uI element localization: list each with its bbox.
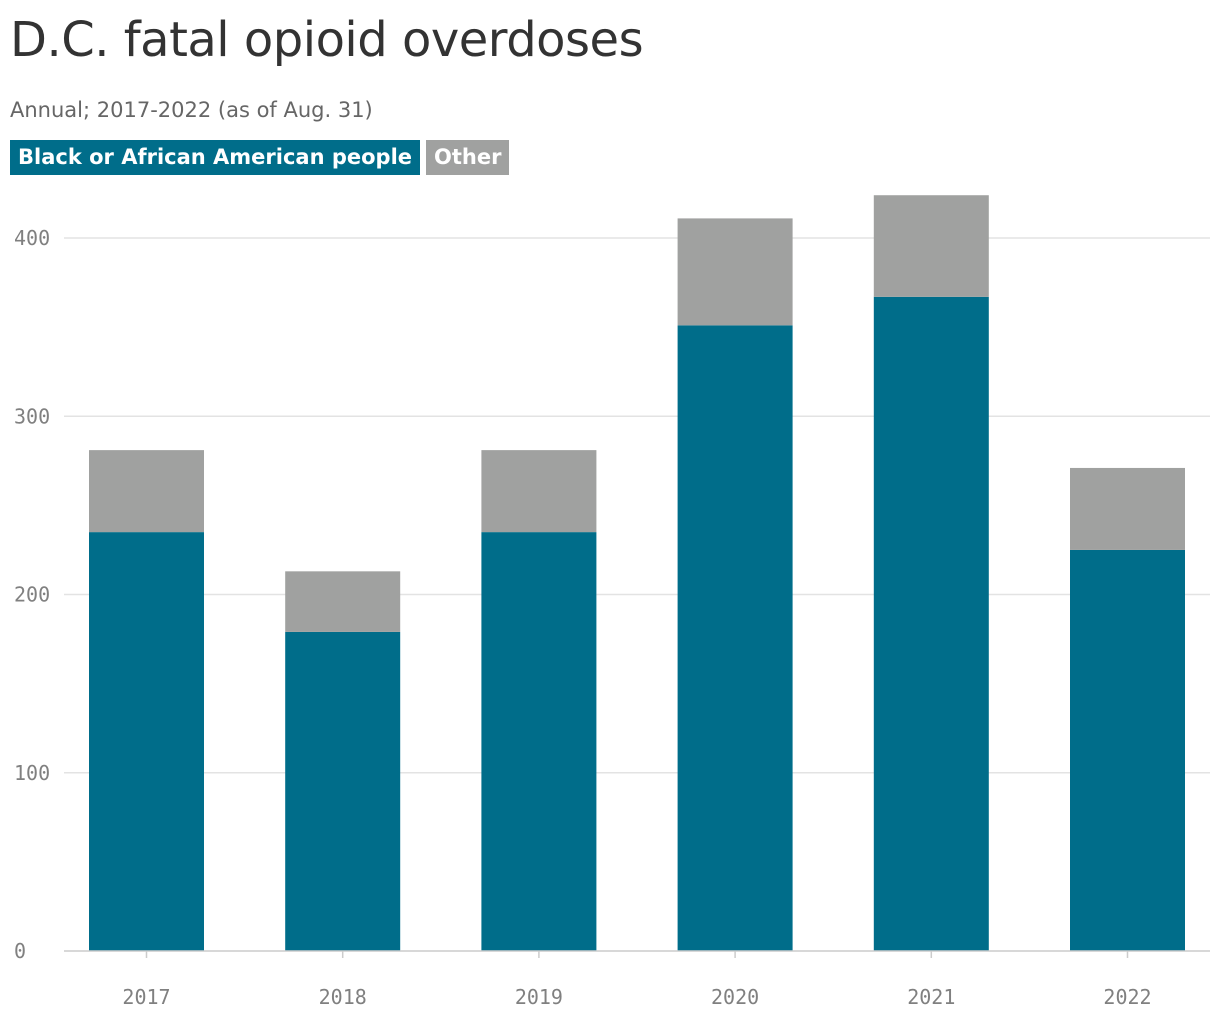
bar-other bbox=[481, 450, 597, 533]
y-tick-label: 400 bbox=[14, 226, 50, 250]
x-tick-label: 2022 bbox=[1103, 985, 1151, 1009]
bar-black bbox=[481, 532, 597, 951]
bar-black bbox=[677, 325, 793, 951]
x-tick-label: 2020 bbox=[711, 985, 759, 1009]
y-tick-label: 0 bbox=[14, 939, 26, 963]
y-tick-label: 200 bbox=[14, 583, 50, 607]
bar-black bbox=[1070, 549, 1185, 951]
bar-other bbox=[285, 571, 401, 632]
x-tick-label: 2017 bbox=[122, 985, 170, 1009]
legend-item-other: Other bbox=[426, 140, 510, 175]
y-tick-label: 300 bbox=[14, 404, 50, 428]
legend: Black or African American people Other bbox=[10, 140, 510, 175]
chart-subtitle: Annual; 2017-2022 (as of Aug. 31) bbox=[10, 98, 373, 122]
bar-other bbox=[677, 218, 793, 326]
bar-black bbox=[285, 631, 401, 951]
x-tick-label: 2018 bbox=[319, 985, 367, 1009]
bar-other bbox=[89, 450, 204, 533]
legend-item-black: Black or African American people bbox=[10, 140, 421, 175]
chart-title: D.C. fatal opioid overdoses bbox=[10, 12, 644, 68]
y-tick-label: 100 bbox=[14, 761, 50, 785]
x-tick-label: 2021 bbox=[907, 985, 955, 1009]
x-tick-label: 2019 bbox=[515, 985, 563, 1009]
bar-other bbox=[1070, 467, 1185, 550]
bar-black bbox=[89, 532, 204, 951]
bar-black bbox=[873, 296, 989, 951]
bar-other bbox=[873, 195, 989, 297]
